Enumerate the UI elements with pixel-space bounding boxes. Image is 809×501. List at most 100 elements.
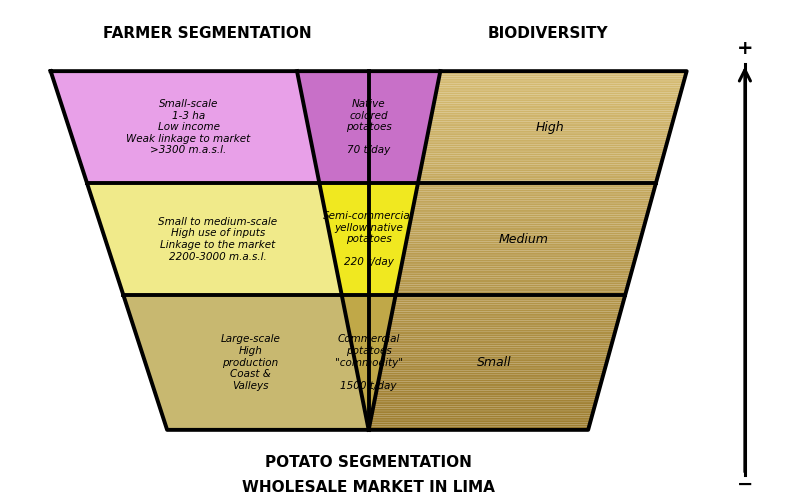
Polygon shape <box>381 365 606 367</box>
Polygon shape <box>411 214 647 216</box>
Polygon shape <box>409 223 645 225</box>
Polygon shape <box>369 426 589 428</box>
Polygon shape <box>371 419 591 421</box>
Polygon shape <box>378 381 601 383</box>
Polygon shape <box>412 211 648 213</box>
Polygon shape <box>434 103 678 105</box>
Polygon shape <box>396 288 627 290</box>
Polygon shape <box>409 225 644 227</box>
Polygon shape <box>427 136 669 137</box>
Polygon shape <box>417 189 654 191</box>
Polygon shape <box>384 351 610 353</box>
Polygon shape <box>372 412 593 414</box>
Polygon shape <box>411 218 646 220</box>
Text: +: + <box>737 39 753 58</box>
Text: BIODIVERSITY: BIODIVERSITY <box>488 26 608 41</box>
Polygon shape <box>438 78 684 80</box>
Polygon shape <box>388 335 614 337</box>
Polygon shape <box>428 130 671 132</box>
Polygon shape <box>434 102 678 103</box>
Polygon shape <box>374 403 595 405</box>
Polygon shape <box>341 296 396 430</box>
Polygon shape <box>404 253 637 254</box>
Polygon shape <box>432 112 676 114</box>
Polygon shape <box>434 100 679 102</box>
Polygon shape <box>421 164 661 166</box>
Polygon shape <box>393 304 623 306</box>
Polygon shape <box>396 290 626 292</box>
Polygon shape <box>433 109 676 111</box>
Polygon shape <box>404 250 637 253</box>
Polygon shape <box>399 278 630 279</box>
Polygon shape <box>375 396 598 398</box>
Polygon shape <box>438 80 684 82</box>
Polygon shape <box>397 285 628 287</box>
Polygon shape <box>379 374 604 376</box>
Polygon shape <box>380 371 604 372</box>
Polygon shape <box>375 399 596 401</box>
Polygon shape <box>375 398 597 399</box>
Polygon shape <box>413 205 650 207</box>
Polygon shape <box>377 385 600 387</box>
Polygon shape <box>383 355 609 356</box>
Polygon shape <box>425 146 666 148</box>
Polygon shape <box>386 340 612 342</box>
Polygon shape <box>400 270 632 272</box>
Polygon shape <box>379 380 602 381</box>
Polygon shape <box>435 95 680 96</box>
Polygon shape <box>379 378 603 380</box>
Polygon shape <box>413 207 650 209</box>
Polygon shape <box>388 330 616 331</box>
Polygon shape <box>429 127 671 129</box>
Polygon shape <box>431 114 675 116</box>
Polygon shape <box>420 173 659 175</box>
Polygon shape <box>439 75 686 77</box>
Polygon shape <box>398 279 629 281</box>
Polygon shape <box>422 161 662 163</box>
Text: Small: Small <box>477 356 511 369</box>
Polygon shape <box>370 423 590 424</box>
Polygon shape <box>437 87 682 89</box>
Polygon shape <box>387 337 614 338</box>
Polygon shape <box>415 195 653 197</box>
Polygon shape <box>376 390 599 392</box>
Polygon shape <box>430 118 674 120</box>
Polygon shape <box>430 123 672 125</box>
Polygon shape <box>395 299 624 301</box>
Polygon shape <box>379 376 603 378</box>
Polygon shape <box>425 148 666 150</box>
Polygon shape <box>408 234 642 236</box>
Polygon shape <box>369 428 589 430</box>
Polygon shape <box>51 71 320 183</box>
Polygon shape <box>388 331 615 333</box>
Polygon shape <box>426 145 667 146</box>
Polygon shape <box>436 91 681 93</box>
Text: Small to medium-scale
High use of inputs
Linkage to the market
2200-3000 m.a.s.l: Small to medium-scale High use of inputs… <box>159 217 277 262</box>
Polygon shape <box>437 86 683 87</box>
Polygon shape <box>389 324 617 326</box>
Polygon shape <box>371 415 592 417</box>
Polygon shape <box>371 417 591 419</box>
Polygon shape <box>320 183 418 296</box>
Polygon shape <box>406 240 641 241</box>
Polygon shape <box>392 308 621 310</box>
Text: −: − <box>737 475 753 494</box>
Polygon shape <box>394 303 623 304</box>
Polygon shape <box>379 372 604 374</box>
Polygon shape <box>435 96 680 98</box>
Polygon shape <box>370 421 591 423</box>
Polygon shape <box>381 367 605 369</box>
Polygon shape <box>386 342 612 344</box>
Text: Commercial
potatoes
"commodity"

1500 t/day: Commercial potatoes "commodity" 1500 t/d… <box>335 334 403 391</box>
Polygon shape <box>391 317 619 319</box>
Polygon shape <box>426 143 667 145</box>
Polygon shape <box>433 107 677 109</box>
Polygon shape <box>418 179 657 180</box>
Polygon shape <box>124 296 369 430</box>
Text: Native
colored
potatoes

70 t/day: Native colored potatoes 70 t/day <box>345 99 392 155</box>
Polygon shape <box>440 71 687 73</box>
Polygon shape <box>402 261 634 263</box>
Text: High: High <box>536 121 565 134</box>
Polygon shape <box>375 394 598 396</box>
Polygon shape <box>424 150 665 152</box>
